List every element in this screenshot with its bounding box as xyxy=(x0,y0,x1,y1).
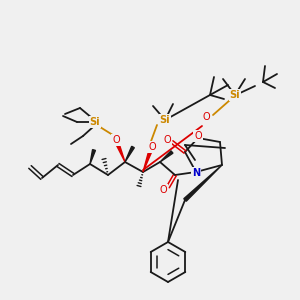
Polygon shape xyxy=(143,152,152,172)
Polygon shape xyxy=(125,146,134,162)
Text: Si: Si xyxy=(160,115,170,125)
Polygon shape xyxy=(90,150,95,164)
Text: Si: Si xyxy=(90,117,100,127)
Polygon shape xyxy=(160,151,173,162)
Polygon shape xyxy=(117,144,125,162)
Text: N: N xyxy=(192,168,200,178)
Text: O: O xyxy=(112,135,120,145)
Text: Si: Si xyxy=(230,90,240,100)
Polygon shape xyxy=(184,165,222,201)
Text: O: O xyxy=(159,185,167,195)
Text: O: O xyxy=(163,135,171,145)
Text: O: O xyxy=(202,112,210,122)
Text: O: O xyxy=(194,131,202,141)
Text: O: O xyxy=(148,142,156,152)
